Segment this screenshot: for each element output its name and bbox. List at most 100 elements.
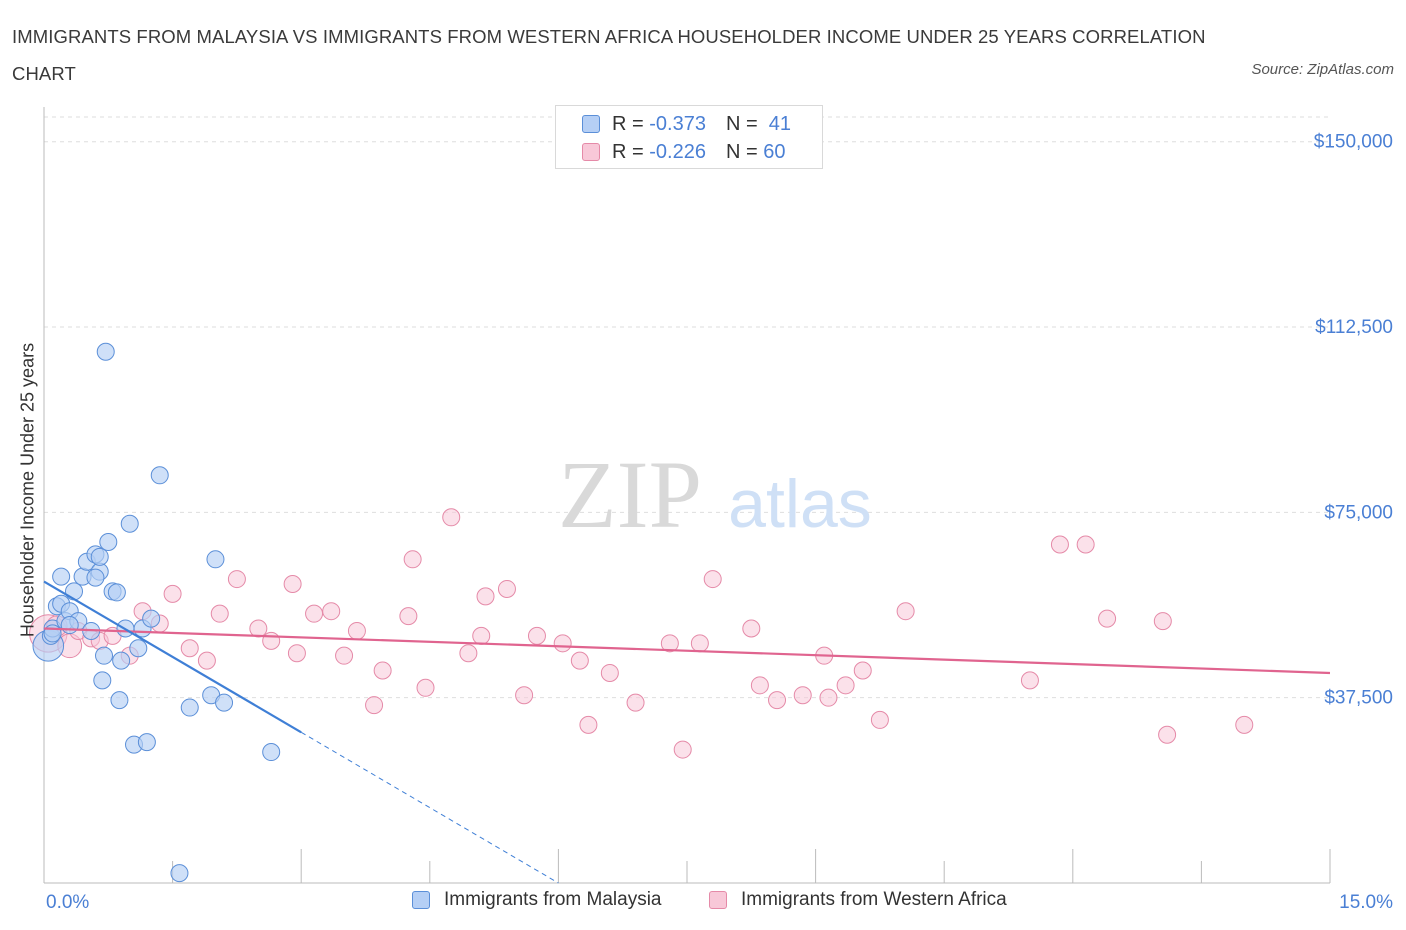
wafrica-point	[1235, 715, 1254, 734]
wafrica-point	[896, 602, 915, 621]
malaysia-points	[32, 342, 281, 883]
wafrica-point	[750, 676, 769, 695]
wafrica-point	[1158, 725, 1177, 744]
wafrica-point	[853, 661, 872, 680]
wafrica-point	[180, 639, 199, 658]
malaysia-point	[262, 743, 281, 762]
malaysia-point	[170, 864, 189, 883]
malaysia-point	[120, 514, 139, 533]
wafrica-point	[322, 602, 341, 621]
wafrica-point	[1020, 671, 1039, 690]
wafrica-point	[403, 550, 422, 569]
wafrica-point	[673, 740, 692, 759]
bottom-legend-malaysia: Immigrants from Malaysia	[412, 889, 662, 911]
wafrica-point	[459, 644, 478, 663]
malaysia-point	[112, 651, 131, 670]
legend-n-value: 60	[763, 140, 786, 163]
wafrica-point	[579, 715, 598, 734]
wafrica-point	[262, 631, 281, 650]
wafrica-point	[690, 634, 709, 653]
wafrica-point	[793, 686, 812, 705]
malaysia-trend-line	[43, 580, 302, 734]
legend-row-malaysia: R = -0.373 N = 41	[582, 111, 791, 137]
malaysia-point	[95, 646, 114, 665]
malaysia-point	[90, 547, 109, 566]
legend-r-label: R =	[612, 140, 644, 163]
malaysia-point	[86, 568, 105, 587]
source-label: Source: ZipAtlas.com	[1251, 61, 1394, 78]
bottom-legend-swatch-wafrica	[709, 891, 727, 909]
watermark: ZIP atlas	[558, 441, 872, 548]
wafrica-point	[399, 607, 418, 626]
legend-n-label: N =	[725, 112, 758, 135]
watermark-atlas: atlas	[728, 466, 872, 542]
y-tick-label: $112,500	[1315, 317, 1393, 338]
wafrica-point	[472, 626, 491, 645]
legend-row-wafrica: R = -0.226 N = 60	[582, 139, 785, 165]
legend-r-value: -0.373	[649, 112, 706, 135]
wafrica-point	[347, 621, 366, 640]
wafrica-point	[768, 691, 787, 710]
wafrica-point	[197, 651, 216, 670]
wafrica-point	[515, 686, 534, 705]
wafrica-point	[742, 619, 761, 638]
wafrica-point	[365, 696, 384, 715]
wafrica-point	[836, 676, 855, 695]
wafrica-point	[819, 688, 838, 707]
malaysia-point	[96, 342, 115, 361]
wafrica-point	[335, 646, 354, 665]
malaysia-point	[206, 550, 225, 569]
legend-n-label: N =	[725, 140, 758, 163]
legend-r-label: R =	[612, 112, 644, 135]
wafrica-point	[476, 587, 495, 606]
wafrica-point	[163, 584, 182, 603]
wafrica-point	[287, 644, 306, 663]
wafrica-point	[553, 634, 572, 653]
grid-lines	[44, 116, 1330, 699]
malaysia-point	[180, 698, 199, 717]
wafrica-point	[283, 575, 302, 594]
malaysia-point	[93, 671, 112, 690]
x-tick-label: 15.0%	[1339, 892, 1393, 913]
bottom-legend-swatch-malaysia	[412, 891, 430, 909]
wafrica-point	[1153, 612, 1172, 631]
watermark-zip: ZIP	[558, 441, 702, 548]
wafrica-point	[527, 626, 546, 645]
wafrica-point	[660, 634, 679, 653]
y-tick-label: $37,500	[1324, 688, 1393, 709]
wafrica-point	[249, 619, 268, 638]
malaysia-point	[99, 533, 118, 552]
x-tick-label: 0.0%	[46, 892, 89, 913]
wafrica-trend-line	[43, 627, 1331, 675]
wafrica-point	[416, 678, 435, 697]
wafrica-point	[703, 570, 722, 589]
y-tick-label: $75,000	[1324, 502, 1393, 523]
malaysia-point	[150, 466, 169, 485]
legend-r-value: -0.226	[649, 140, 706, 163]
y-tick-label: $150,000	[1314, 132, 1393, 153]
malaysia-point	[129, 639, 148, 658]
correlation-legend: R = -0.373 N = 41 R = -0.226 N = 60	[555, 105, 823, 169]
malaysia-point	[137, 733, 156, 752]
tick-labels: $37,500 $75,000 $112,500 $150,000 0.0% 15.0%	[46, 132, 1393, 913]
wafrica-point	[570, 651, 589, 670]
legend-swatch-malaysia	[582, 115, 600, 133]
wafrica-point	[305, 604, 324, 623]
malaysia-point	[107, 583, 126, 602]
wafrica-point	[1050, 535, 1069, 554]
malaysia-point	[142, 609, 161, 628]
bottom-legend-wafrica: Immigrants from Western Africa	[709, 889, 1007, 911]
bottom-legend-label: Immigrants from Western Africa	[741, 889, 1007, 910]
wafrica-point	[442, 508, 461, 527]
bottom-legend-label: Immigrants from Malaysia	[444, 889, 662, 910]
malaysia-point	[60, 616, 79, 635]
wafrica-point	[1076, 535, 1095, 554]
wafrica-point	[373, 661, 392, 680]
wafrica-point	[497, 579, 516, 598]
malaysia-point	[65, 582, 84, 601]
malaysia-trend-extension	[300, 731, 559, 884]
malaysia-point	[52, 567, 71, 586]
wafrica-point	[600, 663, 619, 682]
wafrica-point	[626, 693, 645, 712]
